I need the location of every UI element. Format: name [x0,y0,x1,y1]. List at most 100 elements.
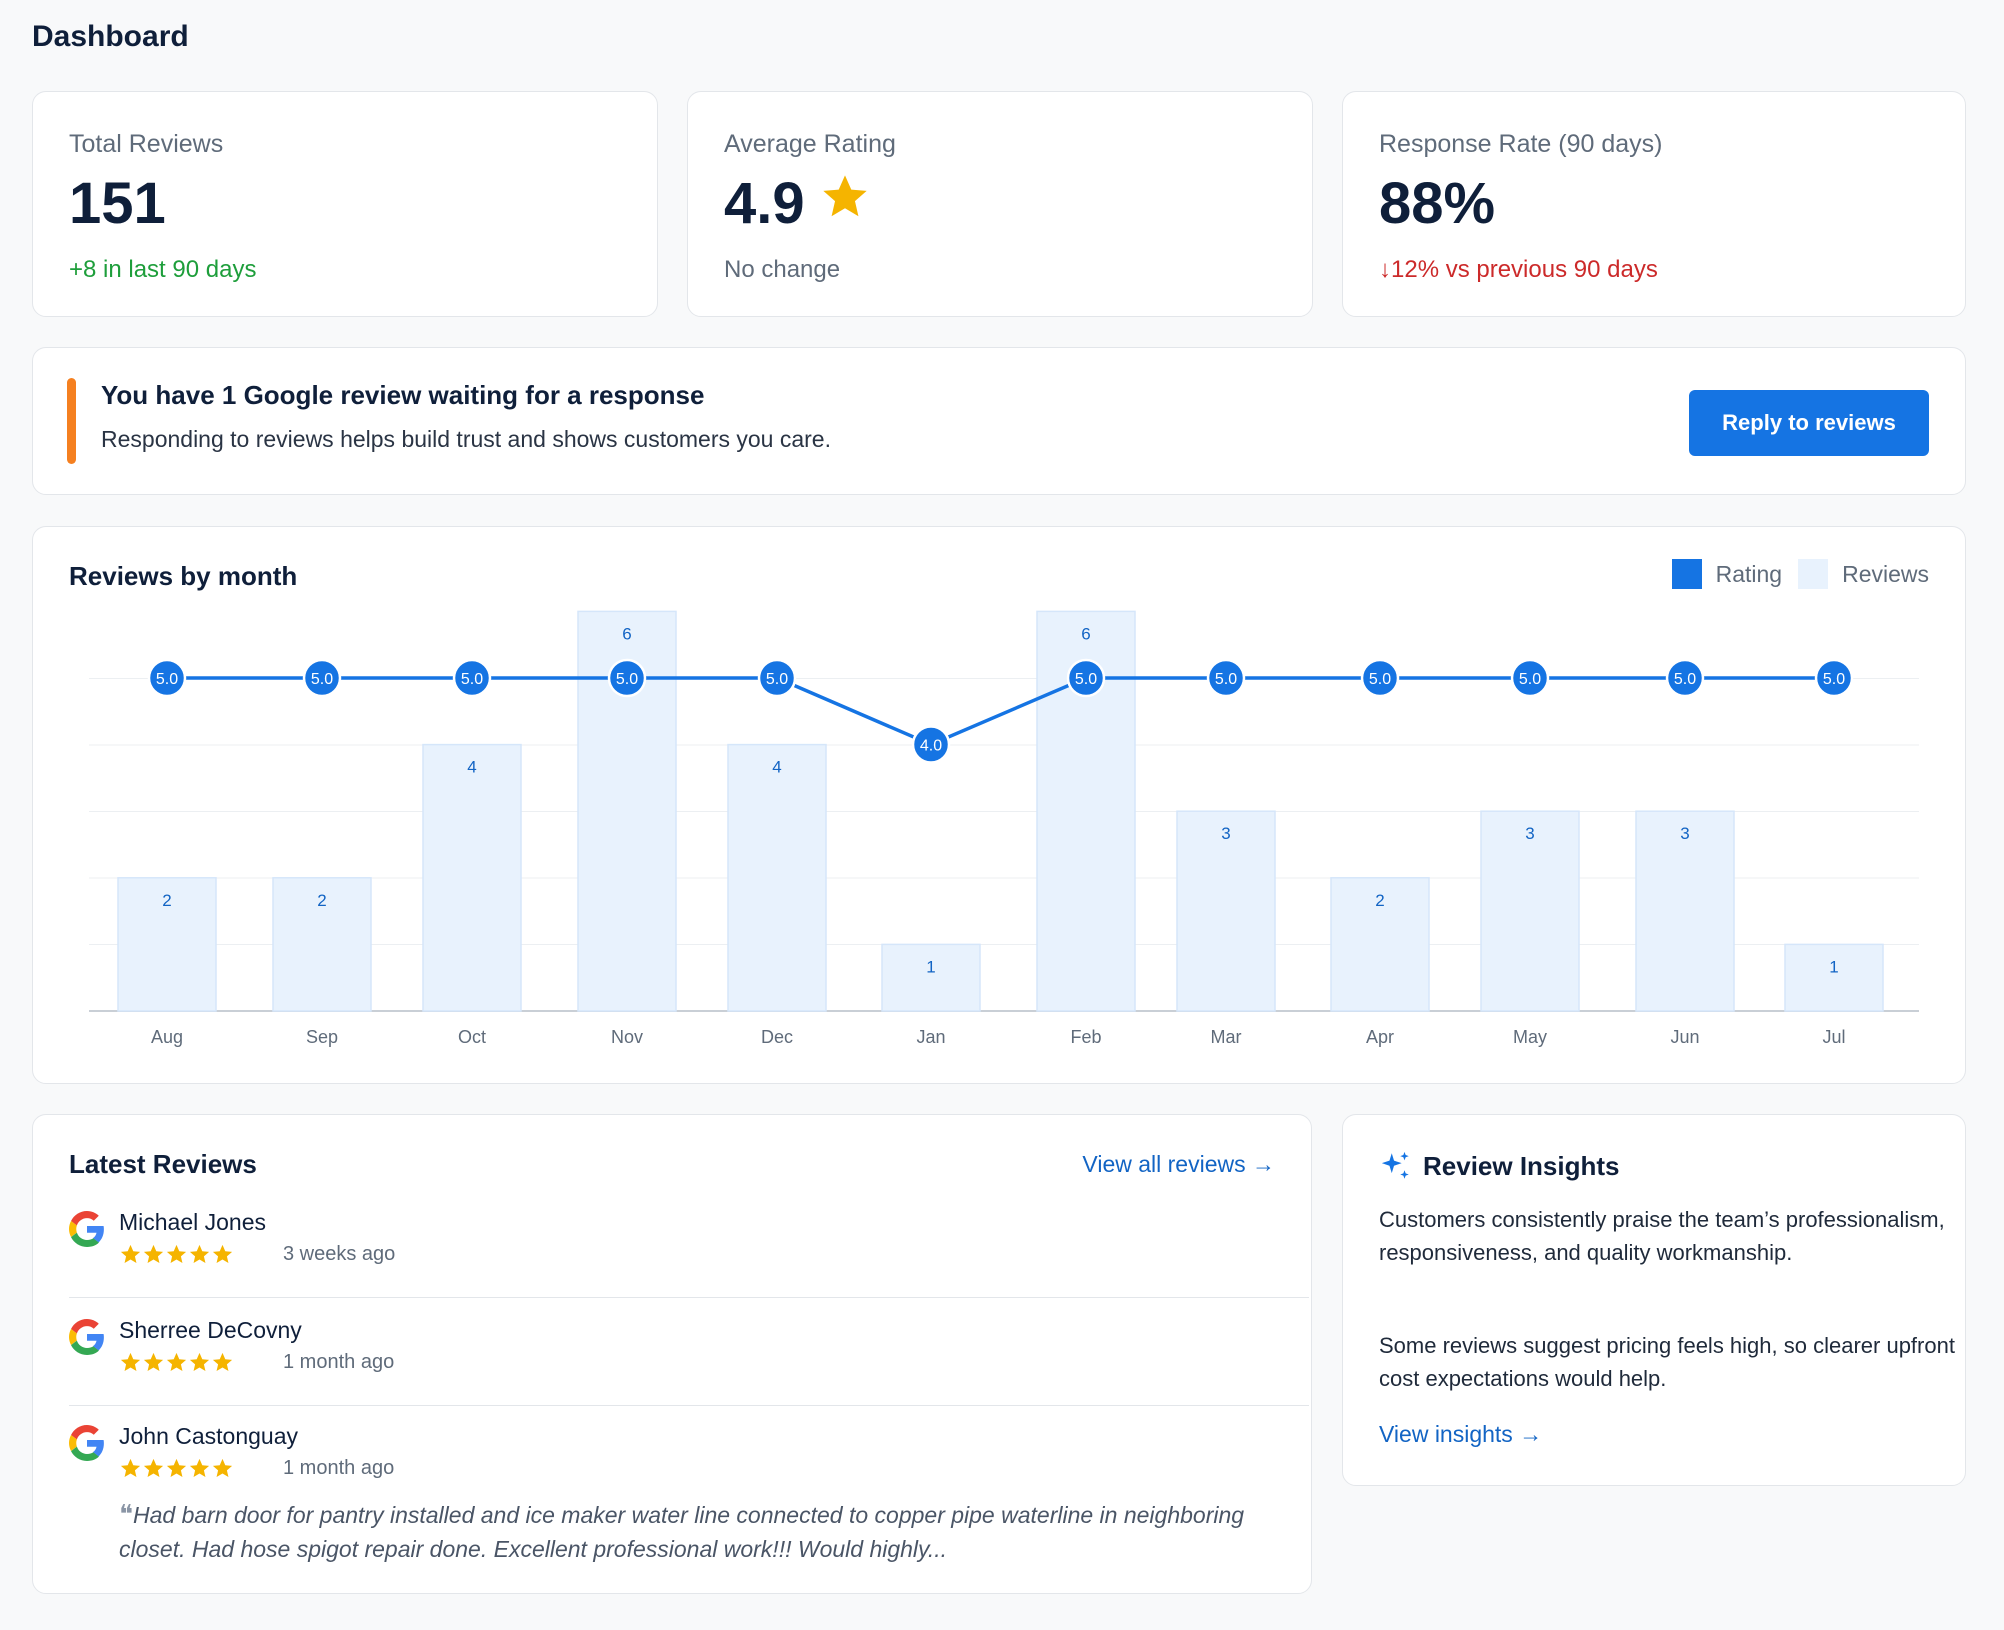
review-insights-card: Review Insights Customers consistently p… [1342,1114,1966,1486]
rating-point [607,658,647,698]
alert-title: You have 1 Google review waiting for a r… [101,380,705,410]
stat-card-response-rate: Response Rate (90 days) 88% ↓12% vs prev… [1342,91,1966,317]
rating-point [452,658,492,698]
bar [881,943,981,1012]
rating-point [302,658,342,698]
bar-value-label: 3 [1221,824,1230,843]
star-icon [211,1243,234,1271]
rating-point-label: 5.0 [1369,671,1391,688]
stat-change: +8 in last 90 days [69,256,257,283]
rating-point-label: 5.0 [616,671,638,688]
review-time: 3 weeks ago [283,1243,396,1265]
bar-value-label: 3 [1680,824,1689,843]
reviews-chart: 2 Aug 2 Sep 4 Oct 6 Nov 4 Dec 1 Jan 6 Feb 3 Mar 2 Apr 3 May… [89,610,1919,1047]
review-time: 1 month ago [283,1351,395,1373]
stat-value: 4.9 [724,171,805,236]
bar-value-label: 6 [622,624,631,643]
star-icon [119,1243,142,1271]
rating-stars [119,1457,234,1485]
reviewer-name: Michael Jones [119,1209,267,1235]
rating-point-label: 5.0 [1519,671,1541,688]
stat-value: 88% [1379,171,1496,236]
reviewer-name: John Castonguay [119,1423,299,1449]
x-tick-label: Jan [916,1027,945,1047]
star-icon [165,1351,188,1379]
page-title: Dashboard [32,20,189,53]
review-quote-text: Had barn door for pantry installed and i… [119,1502,1245,1562]
x-tick-label: May [1513,1027,1547,1047]
reply-to-reviews-button[interactable]: Reply to reviews [1689,390,1929,456]
x-tick-label: Sep [306,1027,338,1047]
google-icon [69,1319,105,1360]
rating-point [1206,658,1246,698]
star-icon [142,1243,165,1271]
rating-point [911,725,951,764]
rating-point-label: 5.0 [1215,671,1237,688]
x-tick-label: Jul [1822,1027,1845,1047]
chart-legend: Rating Reviews [1656,559,1929,589]
view-insights-link[interactable]: View insights → [1379,1421,1543,1447]
pending-review-alert: You have 1 Google review waiting for a r… [32,347,1966,495]
star-icon [119,1351,142,1379]
divider [69,1405,1309,1406]
bar-value-label: 6 [1081,624,1090,643]
view-all-reviews-link[interactable]: View all reviews → [1082,1151,1275,1177]
stat-value-wrap: 4.9 [724,170,871,237]
star-icon [142,1457,165,1485]
rating-point-label: 4.0 [920,738,942,755]
alert-text: Responding to reviews helps build trust … [101,426,831,452]
bar [1480,810,1580,1012]
rating-point-label: 5.0 [461,671,483,688]
review-item[interactable]: Michael Jones 3 weeks ago [69,1209,1277,1279]
rating-line [167,676,1834,747]
x-tick-label: Feb [1070,1027,1101,1047]
review-item[interactable]: John Castonguay 1 month ago ❝Had barn do… [69,1423,1277,1573]
x-tick-label: Jun [1670,1027,1699,1047]
stat-label: Response Rate (90 days) [1379,130,1663,158]
bar-value-label: 2 [317,891,326,910]
rating-stars [119,1243,234,1271]
bar-value-label: 4 [467,758,476,777]
star-icon [188,1457,211,1485]
review-item[interactable]: Sherree DeCovny 1 month ago [69,1317,1277,1387]
insights-title: Review Insights [1423,1150,1620,1181]
rating-point [1066,658,1106,698]
review-quote: ❝Had barn door for pantry installed and … [119,1497,1259,1566]
stat-label: Total Reviews [69,130,224,158]
rating-point [1360,658,1400,698]
google-icon [69,1425,105,1466]
review-time: 1 month ago [283,1457,395,1479]
legend-item-reviews: Reviews [1798,559,1929,589]
rating-point-label: 5.0 [1674,671,1696,688]
x-tick-label: Apr [1366,1027,1394,1047]
star-icon [211,1351,234,1379]
legend-swatch-reviews [1798,559,1829,589]
star-icon [165,1457,188,1485]
bar [1784,943,1884,1012]
bar [272,877,372,1012]
stat-change: No change [724,256,841,283]
bar-value-label: 3 [1525,824,1534,843]
rating-point-label: 5.0 [1823,671,1845,688]
bar-value-label: 2 [162,891,171,910]
stat-value: 151 [69,171,166,236]
reviews-by-month-card: Reviews by month Rating Reviews 2 Aug 2 Sep… [32,526,1966,1084]
insights-title-row: Review Insights [1379,1149,1620,1183]
quote-icon: ❝ [119,1499,133,1529]
rating-stars [119,1351,234,1379]
bar [1635,810,1735,1012]
google-icon [69,1211,105,1252]
bar [422,743,522,1012]
insight-paragraph: Customers consistently praise the team’s… [1379,1207,1945,1265]
bar-value-label: 4 [772,758,781,777]
legend-label-reviews: Reviews [1842,560,1929,587]
rating-point [1510,658,1550,698]
star-icon [188,1351,211,1379]
stat-card-average-rating: Average Rating 4.9 No change [687,91,1313,317]
star-icon [119,1457,142,1485]
bar-value-label: 2 [1375,891,1384,910]
rating-point [147,658,187,698]
star-icon [142,1351,165,1379]
divider [69,1297,1309,1298]
latest-reviews-title: Latest Reviews [69,1149,257,1179]
